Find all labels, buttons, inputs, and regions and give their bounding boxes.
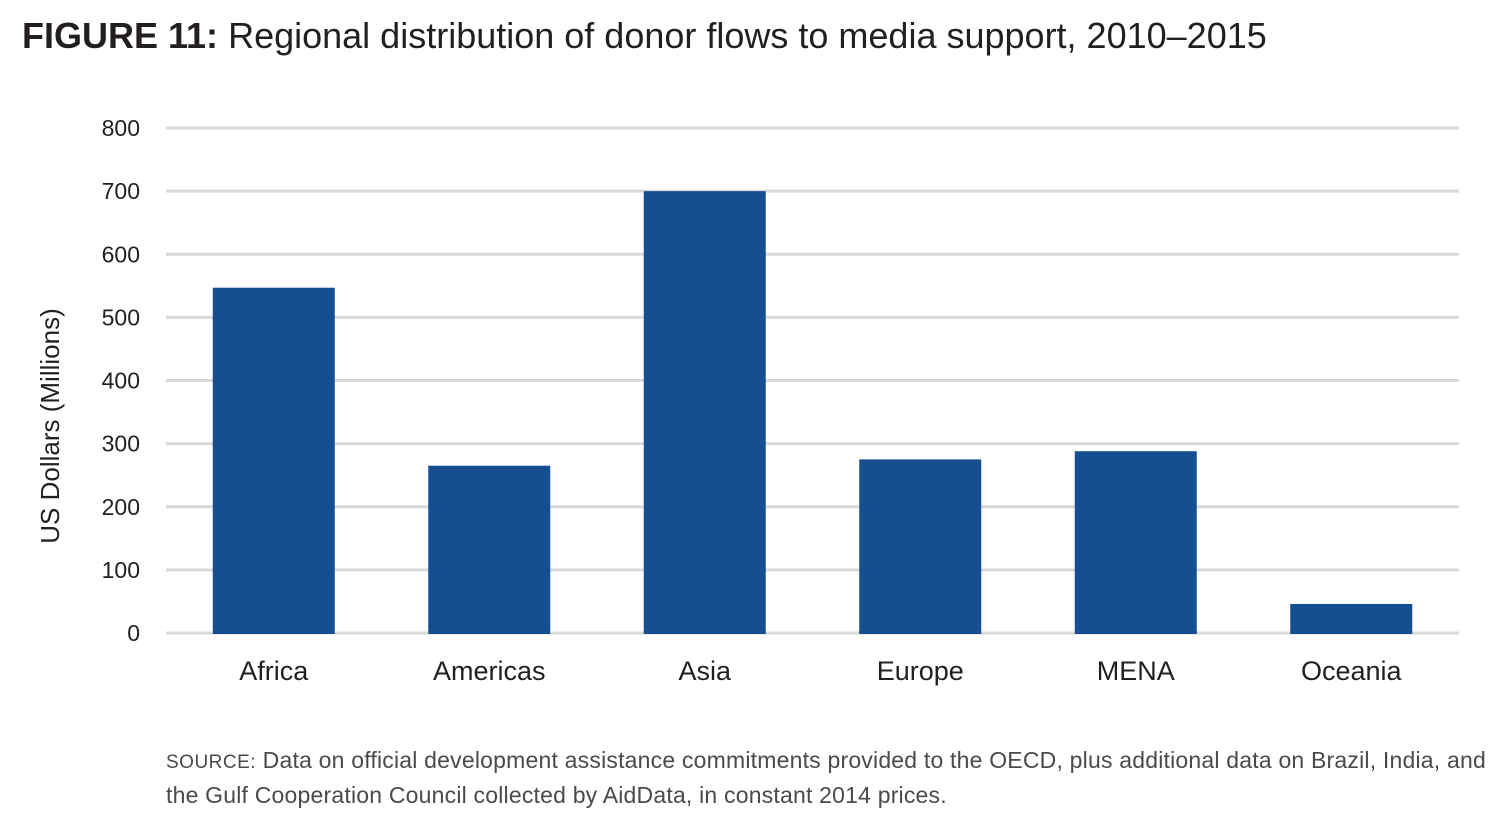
x-tick-label: Asia	[678, 656, 732, 686]
x-tick-label: MENA	[1097, 656, 1175, 686]
source-label: SOURCE:	[166, 752, 257, 773]
gridlines	[166, 126, 1459, 635]
bar-africa	[212, 287, 335, 634]
x-tick-label: Africa	[239, 656, 309, 686]
y-tick-label: 300	[102, 431, 140, 457]
x-tick-label: Europe	[877, 656, 964, 686]
source-text: Data on official development assistance …	[166, 747, 1486, 808]
bar-europe	[859, 459, 982, 634]
source-note: SOURCE: Data on official development ass…	[166, 744, 1496, 812]
x-tick-label: Americas	[433, 656, 546, 686]
y-tick-label: 200	[102, 494, 140, 520]
bar-mena	[1074, 451, 1197, 634]
y-tick-label: 400	[102, 368, 140, 394]
y-tick-label: 500	[102, 304, 140, 330]
y-tick-label: 700	[102, 178, 140, 204]
x-tick-label: Oceania	[1301, 656, 1403, 686]
y-axis-label: US Dollars (Millions)	[35, 308, 65, 543]
bar-americas	[428, 465, 551, 634]
x-axis-ticks: Africa Americas Asia Europe MENA Oceania	[239, 656, 1402, 686]
figure-title-text: Regional distribution of donor flows to …	[228, 15, 1267, 56]
bar-oceania	[1290, 603, 1413, 634]
figure-number: FIGURE 11:	[22, 15, 219, 56]
y-axis-ticks: 0 100 200 300 400 500 600 700 800	[102, 115, 140, 646]
y-tick-label: 800	[102, 115, 140, 141]
figure-title: FIGURE 11: Regional distribution of dono…	[22, 14, 1267, 58]
bar-asia	[643, 191, 766, 634]
y-tick-label: 600	[102, 241, 140, 267]
y-tick-label: 100	[102, 557, 140, 583]
bars	[212, 191, 1413, 634]
bar-chart: 0 100 200 300 400 500 600 700 800 Africa Americas…	[35, 115, 1459, 686]
y-tick-label: 0	[127, 620, 140, 646]
